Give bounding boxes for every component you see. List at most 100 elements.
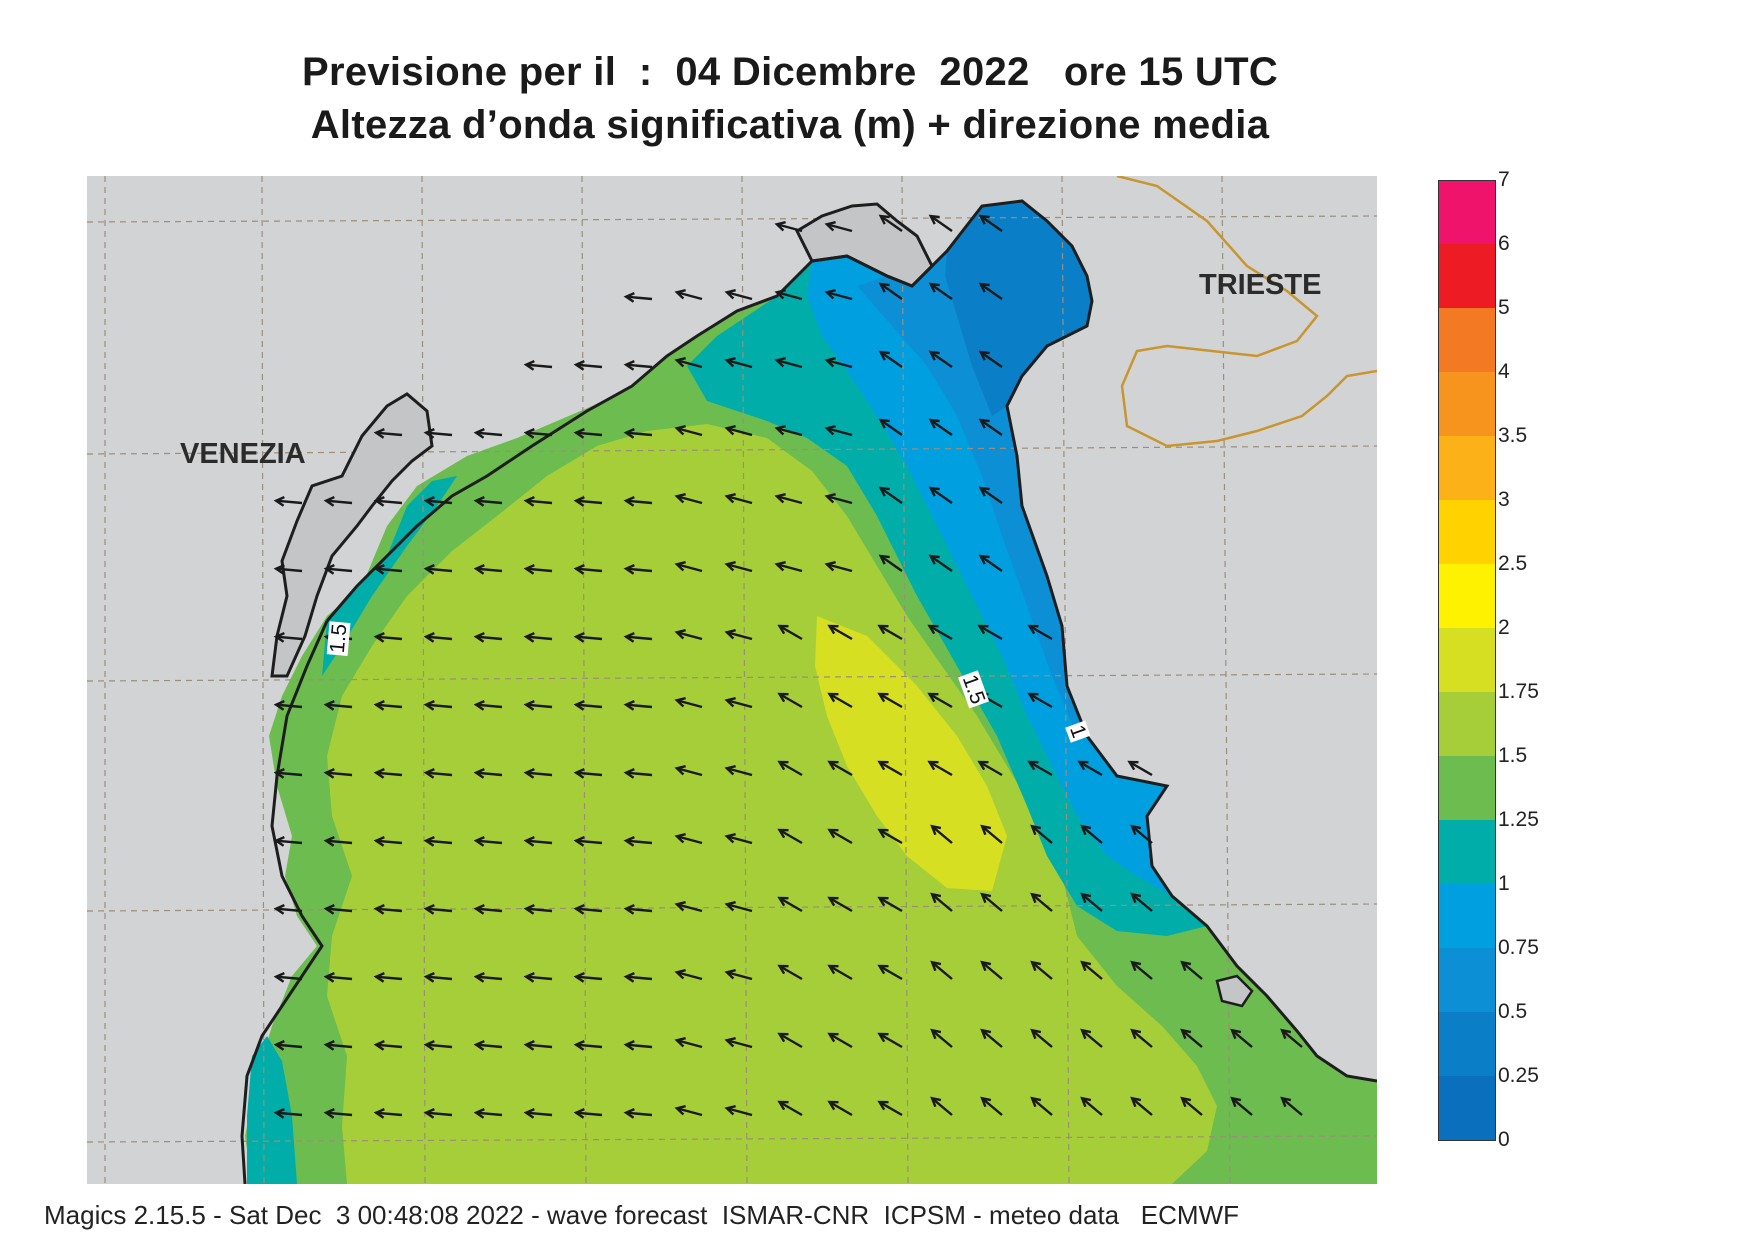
legend-label: 2.5 [1498, 552, 1528, 575]
direction-arrowhead [623, 496, 635, 507]
direction-arrow [778, 1032, 803, 1049]
direction-arrowhead [323, 496, 335, 507]
direction-arrow [1181, 1029, 1203, 1048]
direction-arrowhead [1030, 1096, 1042, 1108]
direction-arrowhead [473, 496, 485, 507]
direction-arrow [1131, 825, 1153, 844]
direction-arrow [425, 1043, 453, 1049]
legend-label: 3.5 [1498, 424, 1528, 447]
direction-arrow [878, 1100, 903, 1117]
direction-arrowhead [674, 356, 686, 368]
direction-arrow [828, 624, 853, 641]
direction-arrow [828, 1032, 853, 1049]
direction-arrowhead [877, 964, 889, 975]
direction-arrow [980, 283, 1003, 300]
direction-arrow [575, 839, 603, 845]
direction-arrow [475, 1043, 503, 1049]
direction-arrow [828, 828, 853, 845]
direction-arrowhead [777, 1100, 789, 1111]
direction-arrowhead [1077, 760, 1089, 771]
direction-arrow [275, 635, 303, 641]
legend-swatch [1438, 692, 1496, 756]
direction-arrowhead [273, 972, 285, 983]
direction-arrow [575, 1043, 603, 1049]
direction-arrowhead [1180, 1028, 1192, 1040]
direction-arrowhead [273, 1040, 285, 1051]
direction-arrow [1131, 893, 1153, 912]
direction-arrow [981, 1029, 1003, 1048]
direction-arrowhead [523, 768, 535, 779]
direction-arrow [1031, 1097, 1053, 1116]
direction-arrow [676, 291, 703, 301]
direction-arrow [726, 359, 753, 369]
direction-arrow [778, 896, 803, 913]
direction-arrowhead [373, 564, 385, 575]
legend-label: 4 [1498, 360, 1510, 383]
direction-arrowhead [1130, 960, 1142, 972]
direction-arrow [375, 431, 403, 437]
direction-arrow [931, 1029, 953, 1048]
venice-lagoon-land [270, 392, 434, 678]
direction-arrowhead [1027, 692, 1039, 703]
direction-arrowhead [473, 700, 485, 711]
map-graticule [87, 176, 1377, 1184]
direction-arrow [1181, 961, 1203, 980]
direction-arrow [878, 624, 903, 641]
direction-arrow [880, 283, 903, 300]
direction-arrow [880, 419, 903, 436]
city-label-trieste: TRIESTE [1199, 269, 1322, 301]
direction-arrowhead [877, 692, 889, 703]
direction-arrowhead [927, 692, 939, 703]
direction-arrowhead [674, 1104, 686, 1116]
direction-arrowhead [877, 624, 889, 635]
direction-arrowhead [473, 904, 485, 915]
direction-arrowhead [977, 760, 989, 771]
direction-arrow [1231, 1029, 1253, 1048]
footer-credits: Magics 2.15.5 - Sat Dec 3 00:48:08 2022 … [44, 1200, 1239, 1230]
direction-arrow [275, 703, 303, 709]
direction-arrowhead [623, 564, 635, 575]
direction-arrow [575, 907, 603, 913]
direction-arrow [325, 975, 353, 981]
direction-arrowhead [1130, 1028, 1142, 1040]
contour-label: 1.5 [325, 621, 352, 656]
direction-arrowhead [1080, 1096, 1092, 1108]
wave-zone-1.25-west [247, 1036, 297, 1184]
direction-arrowhead [674, 628, 686, 640]
direction-arrow [776, 495, 803, 505]
direction-arrowhead [928, 418, 940, 429]
direction-arrow [475, 771, 503, 777]
direction-arrow [475, 975, 503, 981]
direction-arrowhead [724, 560, 736, 572]
legend-label: 0 [1498, 1128, 1510, 1151]
direction-arrowhead [1030, 960, 1042, 972]
direction-arrowhead [623, 700, 635, 711]
direction-arrowhead [573, 496, 585, 507]
direction-arrowhead [573, 428, 585, 439]
direction-arrowhead [573, 632, 585, 643]
direction-arrowhead [724, 1104, 736, 1116]
direction-arrow [726, 835, 753, 845]
direction-arrow [676, 903, 703, 913]
direction-arrowhead [724, 696, 736, 708]
legend-swatch [1438, 756, 1496, 820]
direction-arrow [676, 427, 703, 437]
direction-arrowhead [777, 964, 789, 975]
direction-arrowhead [724, 764, 736, 776]
legend-swatch [1438, 1076, 1496, 1141]
legend-swatch [1438, 628, 1496, 692]
direction-arrow [1031, 825, 1053, 844]
direction-arrowhead [273, 632, 285, 643]
legend-label: 3 [1498, 488, 1510, 511]
direction-arrowhead [1080, 892, 1092, 904]
direction-arrow [525, 635, 553, 641]
direction-arrowhead [824, 288, 836, 300]
direction-arrow [978, 624, 1003, 641]
legend-label: 1 [1498, 872, 1510, 895]
direction-arrowhead [473, 564, 485, 575]
direction-arrowhead [623, 632, 635, 643]
direction-arrowhead [273, 836, 285, 847]
wave-zone-1.75 [815, 616, 1007, 891]
direction-arrowhead [623, 1108, 635, 1119]
direction-arrow [375, 635, 403, 641]
